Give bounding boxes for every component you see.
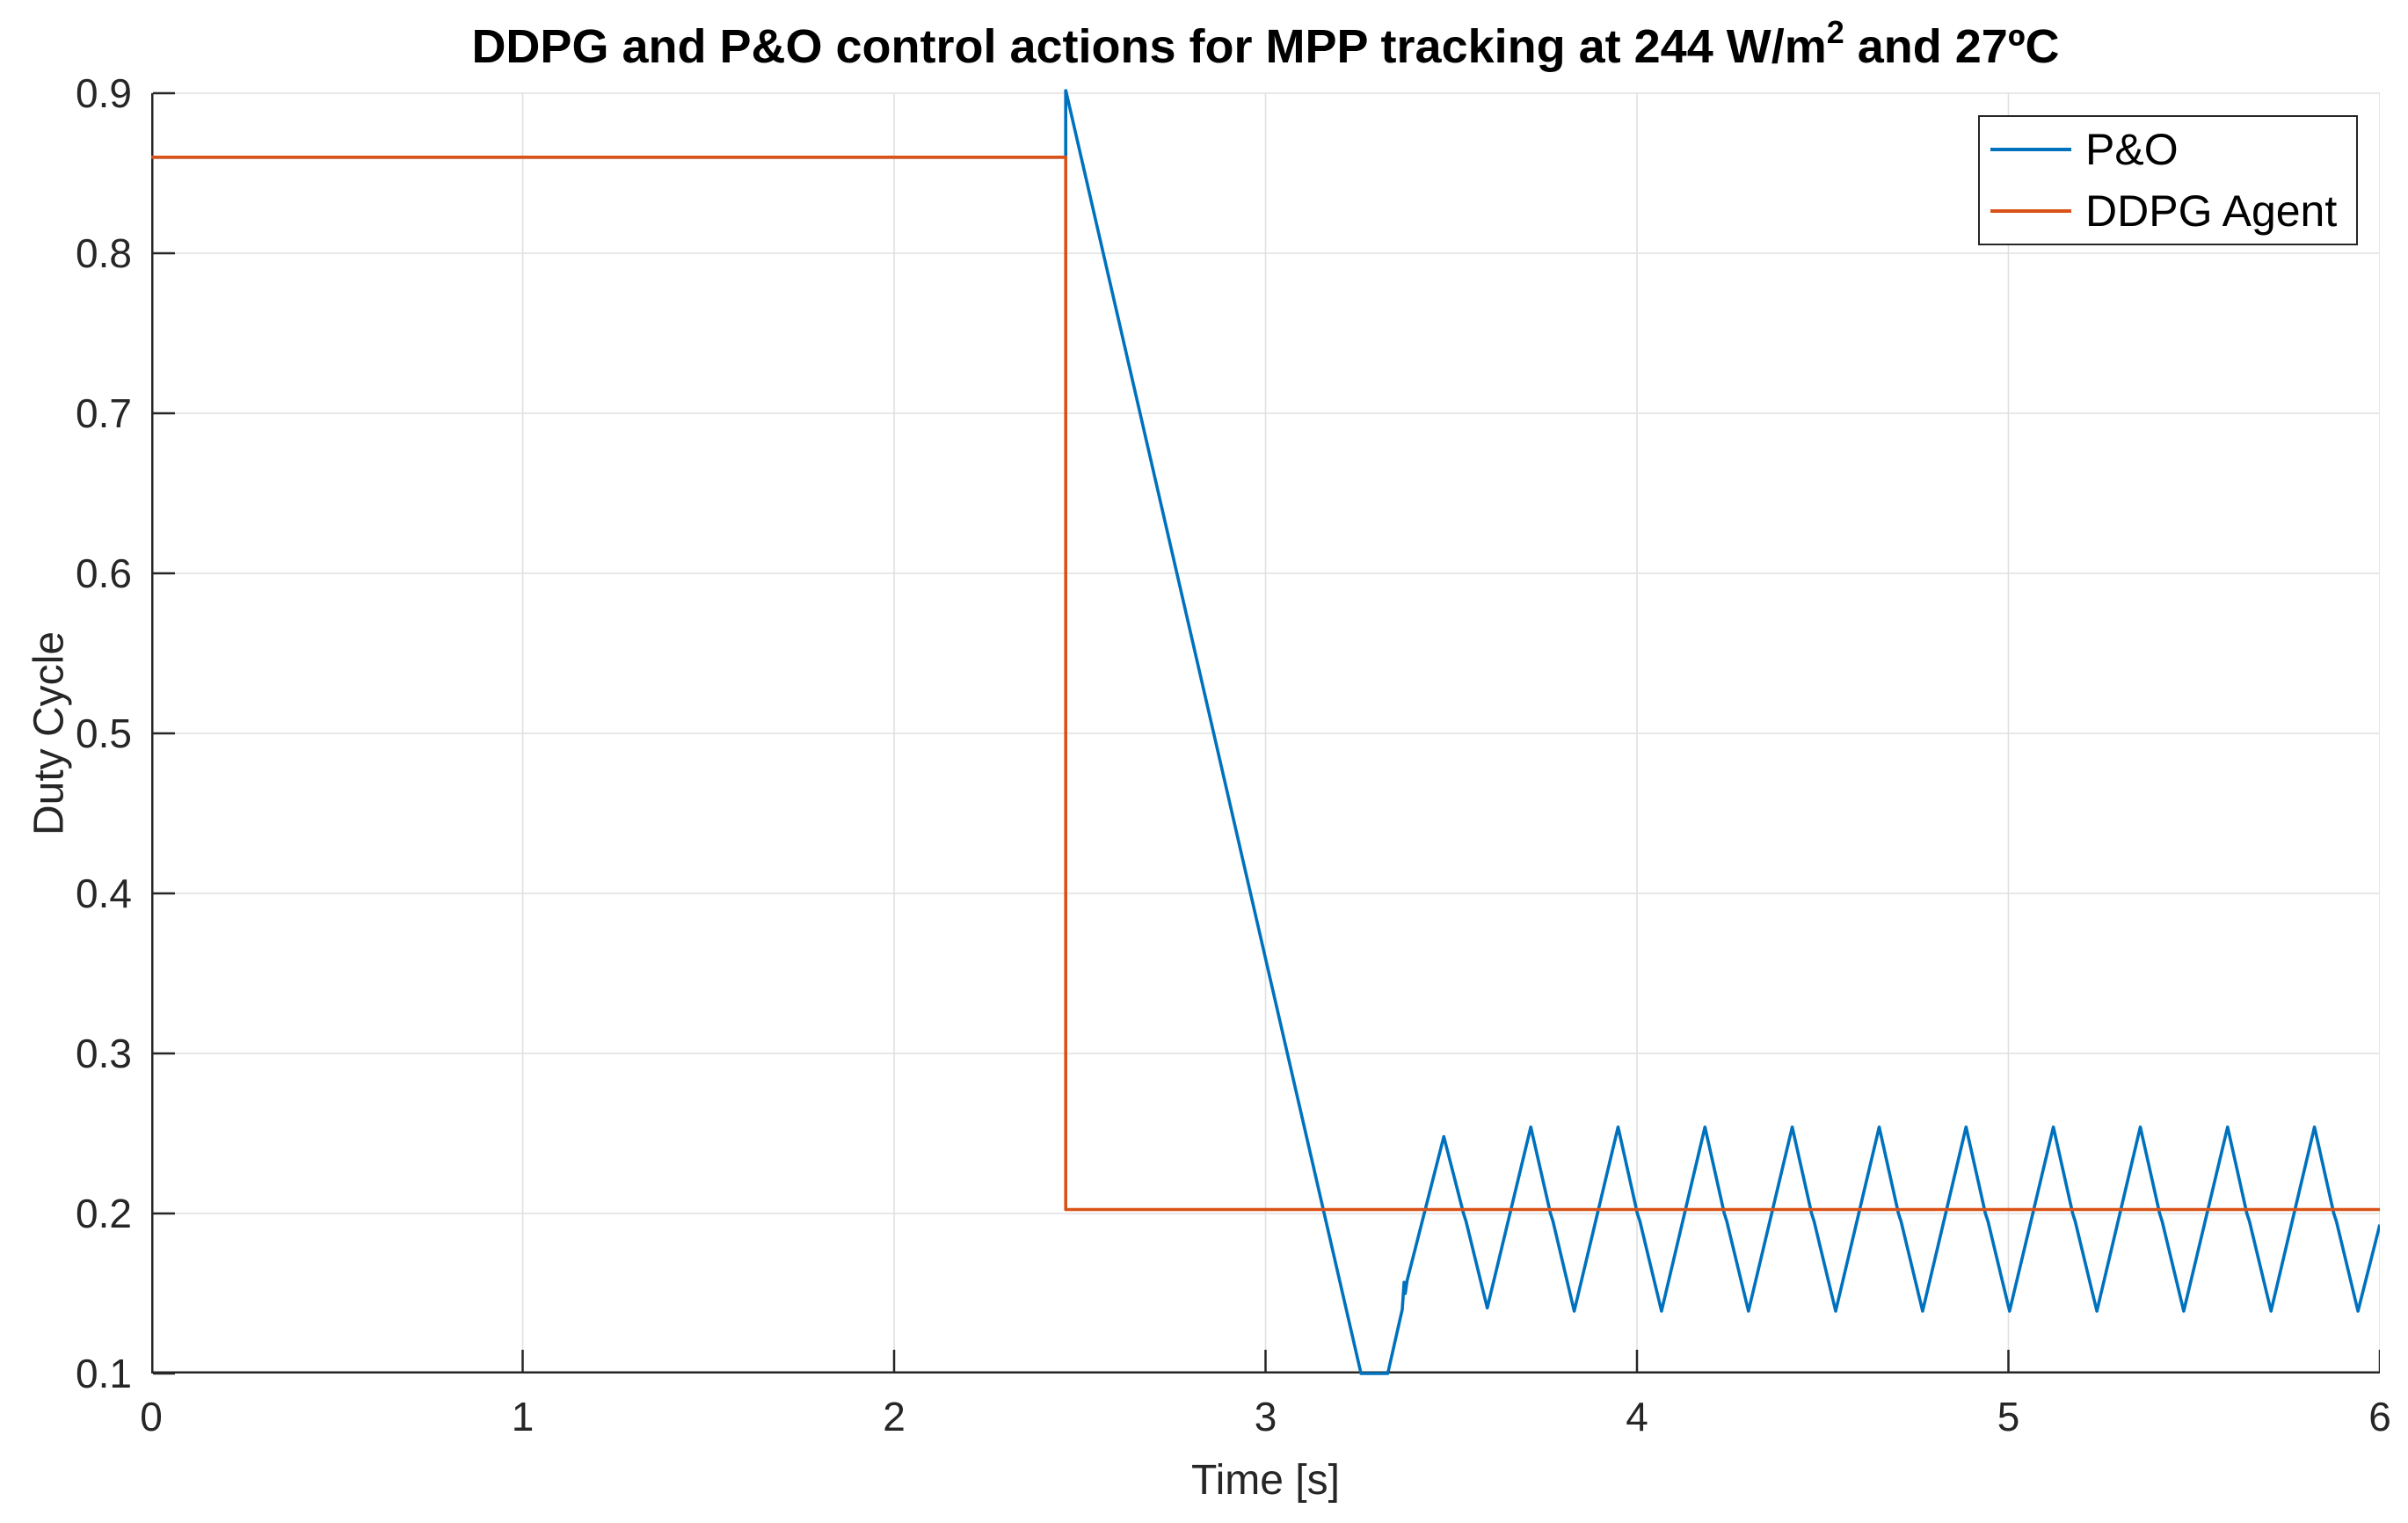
y-tick-label: 0.5 [76,710,132,756]
chart-title-superscript: 2 [1826,14,1844,50]
x-tick-label: 4 [1626,1394,1648,1439]
x-tick-label: 3 [1254,1394,1277,1439]
x-tick-label: 5 [1997,1394,2020,1439]
y-tick-label: 0.8 [76,230,132,276]
legend-entry-ddpg: DDPG Agent [1980,183,2356,239]
y-tick-label: 0.2 [76,1191,132,1236]
legend-label-ddpg: DDPG Agent [2085,186,2338,236]
x-axis-label: Time [s] [1191,1457,1340,1504]
legend: P&O DDPG Agent [1978,115,2358,245]
x-tick-label: 2 [883,1394,906,1439]
chart-title-text: DDPG and P&O control actions for MPP tra… [471,20,1827,73]
y-tick-label: 0.7 [76,390,132,436]
chart-title: DDPG and P&O control actions for MPP tra… [151,14,2380,74]
y-axis-label: Duty Cycle [25,630,73,836]
chart-title-suffix: and 27ºC [1844,20,2060,73]
x-tick-label: 6 [2368,1394,2391,1439]
y-tick-label: 0.1 [76,1351,132,1396]
series-line-po [151,89,2380,1375]
y-tick-label: 0.9 [76,70,132,116]
legend-label-po: P&O [2085,125,2179,175]
x-tick-label: 1 [511,1394,535,1439]
y-tick-label: 0.4 [76,871,132,916]
legend-line-sample-ddpg [1990,208,2071,213]
legend-entry-po: P&O [1980,121,2356,178]
series-line-ddpg [151,156,2380,1212]
y-tick-label: 0.3 [76,1031,132,1076]
x-tick-label: 0 [140,1394,163,1439]
plot-area [151,89,2380,1375]
legend-line-sample-po [1990,148,2071,152]
y-tick-label: 0.6 [76,550,132,596]
